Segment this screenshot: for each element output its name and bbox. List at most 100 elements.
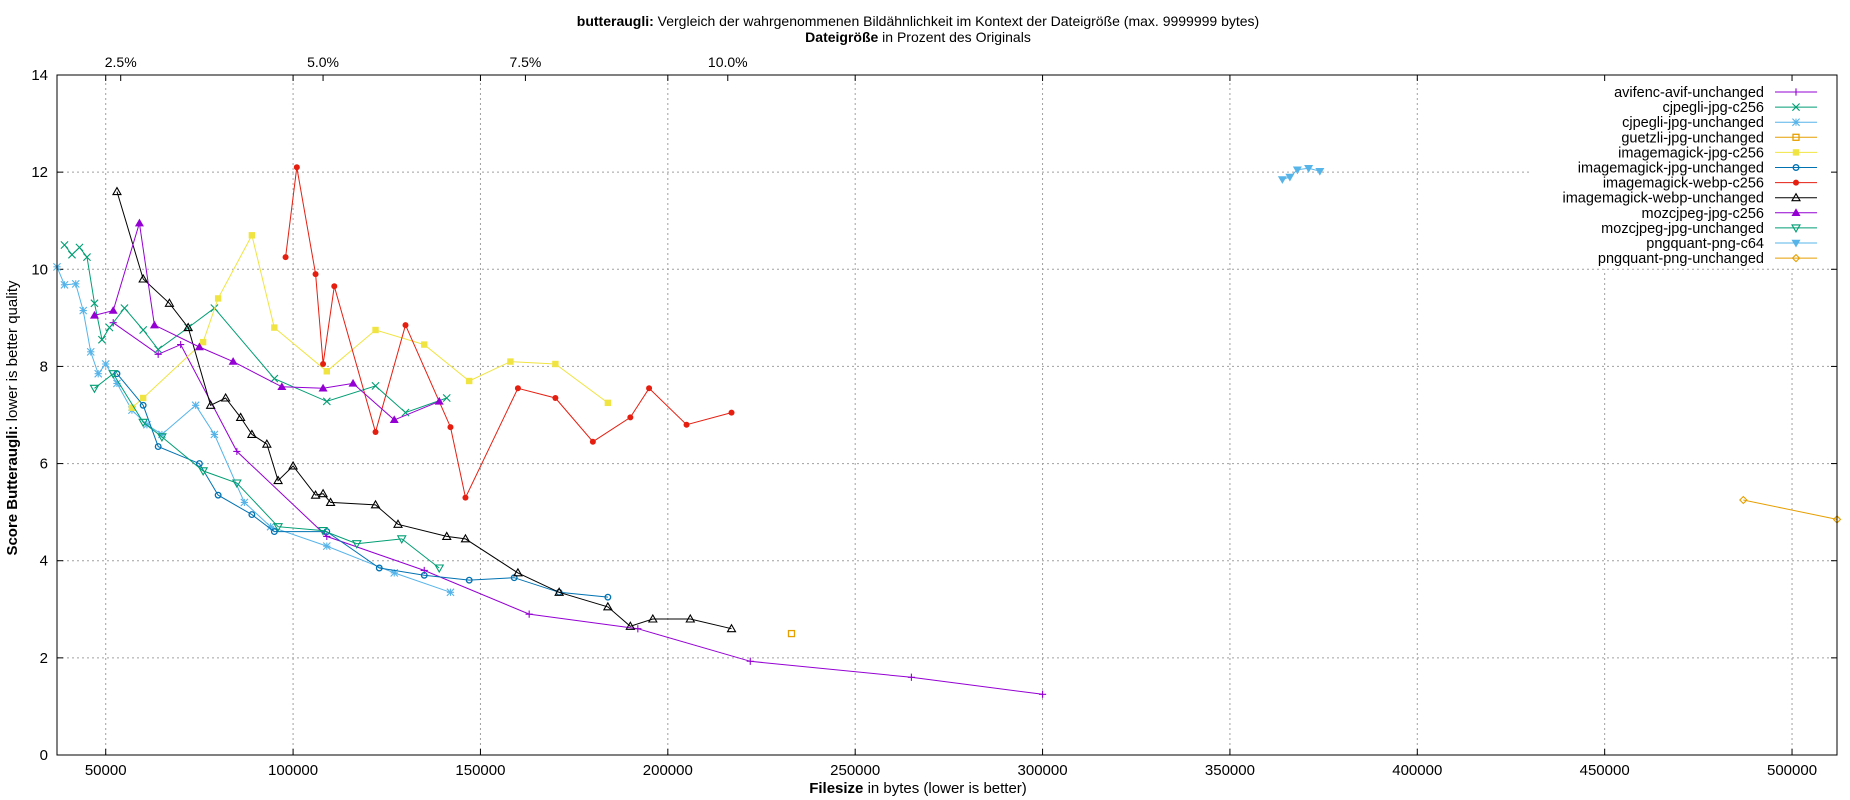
data-point	[157, 430, 166, 439]
data-point	[154, 443, 162, 451]
data-point	[726, 623, 737, 633]
data-point	[277, 382, 287, 391]
legend-marker	[1792, 103, 1800, 112]
legend-label: mozcjpeg-jpg-c256	[1641, 206, 1764, 222]
data-point	[512, 567, 523, 577]
legend-label: cjpegli-jpg-unchanged	[1622, 115, 1764, 131]
data-point	[128, 404, 136, 411]
data-point	[134, 218, 144, 227]
grid	[57, 75, 1837, 755]
data-point	[195, 460, 203, 468]
legend-marker	[1791, 253, 1801, 263]
x-tick-label: 100000	[268, 762, 318, 779]
series-line	[116, 373, 608, 598]
data-point	[434, 396, 444, 405]
data-point	[434, 564, 445, 574]
series-imagemagick-webp-unchanged	[112, 186, 737, 633]
x-tick-label: 500000	[1767, 762, 1817, 779]
x-tick-label: 250000	[830, 762, 880, 779]
data-point	[240, 498, 249, 507]
data-point	[248, 232, 256, 239]
legend-marker	[1792, 118, 1800, 127]
legend-entry: avifenc-avif-unchanged	[1614, 85, 1817, 101]
data-point	[139, 326, 148, 334]
data-point	[156, 433, 167, 442]
data-point	[401, 408, 410, 417]
data-point	[323, 368, 331, 375]
series-pngquant-png-c64	[1277, 165, 1325, 184]
data-point	[139, 394, 147, 402]
data-point	[1038, 690, 1047, 698]
data-point	[228, 357, 238, 365]
svg-text:Score Butteraugli: lower is be: Score Butteraugli: lower is better quali…	[4, 280, 21, 556]
data-point	[312, 271, 319, 278]
data-point	[273, 475, 284, 485]
data-point	[646, 385, 653, 392]
chart-title: butteraugli: Vergleich der wahrgenommene…	[577, 13, 1259, 29]
data-point	[138, 273, 149, 283]
data-point	[685, 613, 696, 623]
series-line	[94, 372, 440, 569]
data-point	[371, 381, 380, 390]
data-point	[1285, 173, 1295, 182]
data-point	[231, 479, 242, 489]
data-point	[552, 395, 559, 401]
data-point	[554, 587, 565, 596]
data-point	[271, 324, 278, 331]
series-line	[285, 167, 732, 500]
data-point	[370, 499, 381, 509]
data-point	[372, 326, 379, 334]
data-point	[446, 588, 455, 597]
series-line	[1743, 499, 1838, 520]
data-point	[421, 341, 428, 348]
data-point	[351, 540, 362, 549]
x2-tick-label: 5.0%	[307, 54, 339, 70]
data-point	[270, 374, 279, 383]
data-point	[318, 488, 329, 498]
data-point	[261, 439, 272, 448]
data-point	[270, 528, 278, 536]
legend-entry: imagemagick-webp-unchanged	[1562, 191, 1817, 207]
series-pngquant-png-unchanged	[1739, 495, 1842, 524]
data-point	[288, 460, 299, 470]
x2-axis-title-text: in Prozent des Originals	[878, 29, 1031, 45]
data-point	[68, 250, 76, 259]
data-point	[389, 415, 399, 424]
y-tick-label: 2	[40, 650, 48, 667]
data-point	[282, 254, 289, 261]
data-point	[60, 280, 69, 289]
data-point	[108, 306, 118, 314]
legend-entry: imagemagick-webp-c256	[1603, 176, 1817, 192]
data-point	[82, 253, 91, 262]
series-avifenc-avif-unchanged	[109, 319, 1047, 698]
data-point	[199, 338, 207, 346]
series-cjpegli-jpg-c256	[60, 241, 451, 417]
data-point	[507, 358, 514, 365]
data-point	[94, 369, 103, 378]
series-cjpegli-jpg-unchanged	[53, 262, 455, 597]
series-line	[131, 233, 609, 409]
legend-label: imagemagick-webp-c256	[1603, 176, 1764, 192]
data-point	[105, 323, 114, 332]
data-point	[552, 360, 559, 368]
legend-label: imagemagick-jpg-c256	[1618, 145, 1764, 161]
legend-entry: mozcjpeg-jpg-c256	[1641, 206, 1817, 222]
data-point	[447, 424, 454, 431]
data-point	[233, 447, 241, 456]
data-point	[293, 164, 300, 171]
data-point	[465, 576, 473, 584]
data-point	[89, 310, 99, 319]
data-point	[907, 673, 915, 681]
x-tick-label: 50000	[85, 762, 127, 779]
legend-label: imagemagick-webp-unchanged	[1562, 191, 1764, 207]
series-line	[56, 266, 451, 593]
data-point	[266, 522, 275, 531]
legend-entry: mozcjpeg-jpg-unchanged	[1601, 221, 1817, 237]
data-point	[108, 370, 119, 379]
data-point	[525, 610, 533, 618]
data-point	[112, 379, 121, 388]
data-point	[647, 613, 658, 623]
data-point	[120, 304, 129, 313]
data-point	[460, 533, 471, 543]
